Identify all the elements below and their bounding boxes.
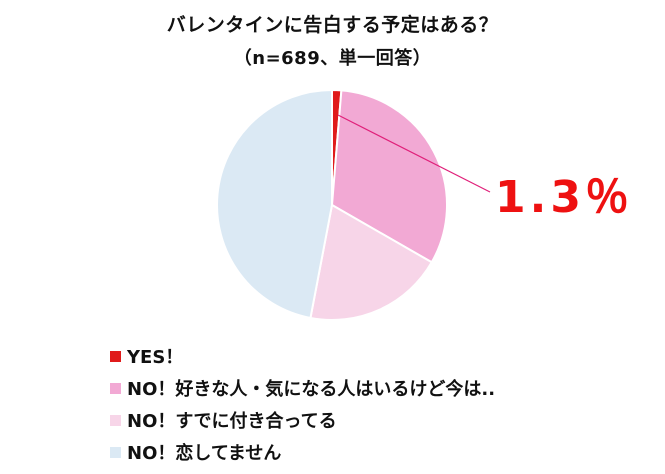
pie-slice-3: [216, 88, 333, 320]
chart-subtitle: （n=689、単一回答）: [233, 48, 432, 69]
legend-swatch: [110, 350, 121, 362]
legend-item-yes: YES！: [110, 340, 495, 372]
legend-swatch: [110, 446, 121, 458]
legend-label: NO！すでに付き合ってる: [127, 411, 337, 432]
legend-item-not-in-love: NO！恋してません: [110, 436, 495, 468]
chart-title: バレンタインに告白する予定はある？: [166, 14, 499, 36]
legend-label: NO！恋してません: [127, 443, 282, 464]
callout-leader-line: [337, 114, 491, 193]
pie-slices: [216, 88, 448, 321]
legend-label: YES！: [127, 347, 184, 368]
legend-label: NO！好きな人・気になる人はいるけど今は..: [127, 379, 496, 400]
legend-item-has-crush: NO！好きな人・気になる人はいるけど今は..: [110, 372, 495, 404]
legend: YES！ NO！好きな人・気になる人はいるけど今は.. NO！すでに付き合ってる…: [110, 340, 495, 468]
legend-swatch: [110, 414, 121, 426]
pie-slice-1: [330, 89, 448, 264]
legend-swatch: [110, 382, 121, 394]
pie-slice-2: [309, 203, 434, 321]
callout-label: 1.3％: [495, 172, 633, 223]
legend-item-dating: NO！すでに付き合ってる: [110, 404, 495, 436]
